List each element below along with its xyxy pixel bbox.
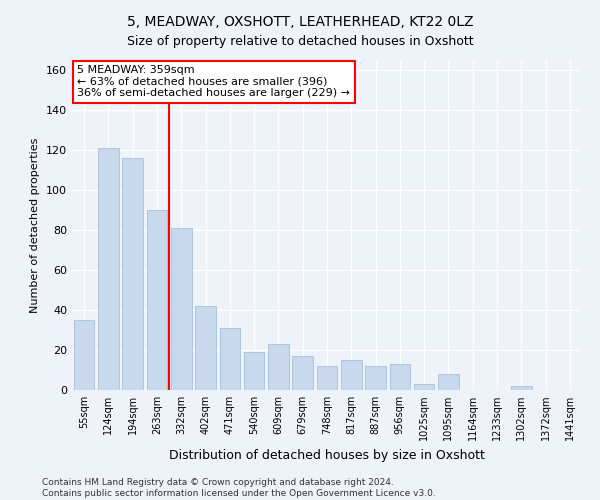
Bar	[438, 374, 459, 390]
Bar	[171, 228, 191, 390]
Text: Size of property relative to detached houses in Oxshott: Size of property relative to detached ho…	[127, 35, 473, 48]
Bar	[341, 360, 362, 390]
Bar	[317, 366, 337, 390]
Text: Contains HM Land Registry data © Crown copyright and database right 2024.
Contai: Contains HM Land Registry data © Crown c…	[42, 478, 436, 498]
Bar	[365, 366, 386, 390]
Bar	[98, 148, 119, 390]
Bar	[292, 356, 313, 390]
Bar	[195, 306, 216, 390]
Y-axis label: Number of detached properties: Number of detached properties	[31, 138, 40, 312]
Bar	[389, 364, 410, 390]
Bar	[146, 210, 167, 390]
Bar	[244, 352, 265, 390]
Bar	[511, 386, 532, 390]
Bar	[74, 320, 94, 390]
Text: 5, MEADWAY, OXSHOTT, LEATHERHEAD, KT22 0LZ: 5, MEADWAY, OXSHOTT, LEATHERHEAD, KT22 0…	[127, 15, 473, 29]
Bar	[220, 328, 240, 390]
X-axis label: Distribution of detached houses by size in Oxshott: Distribution of detached houses by size …	[169, 448, 485, 462]
Bar	[122, 158, 143, 390]
Bar	[268, 344, 289, 390]
Bar	[414, 384, 434, 390]
Text: 5 MEADWAY: 359sqm
← 63% of detached houses are smaller (396)
36% of semi-detache: 5 MEADWAY: 359sqm ← 63% of detached hous…	[77, 65, 350, 98]
